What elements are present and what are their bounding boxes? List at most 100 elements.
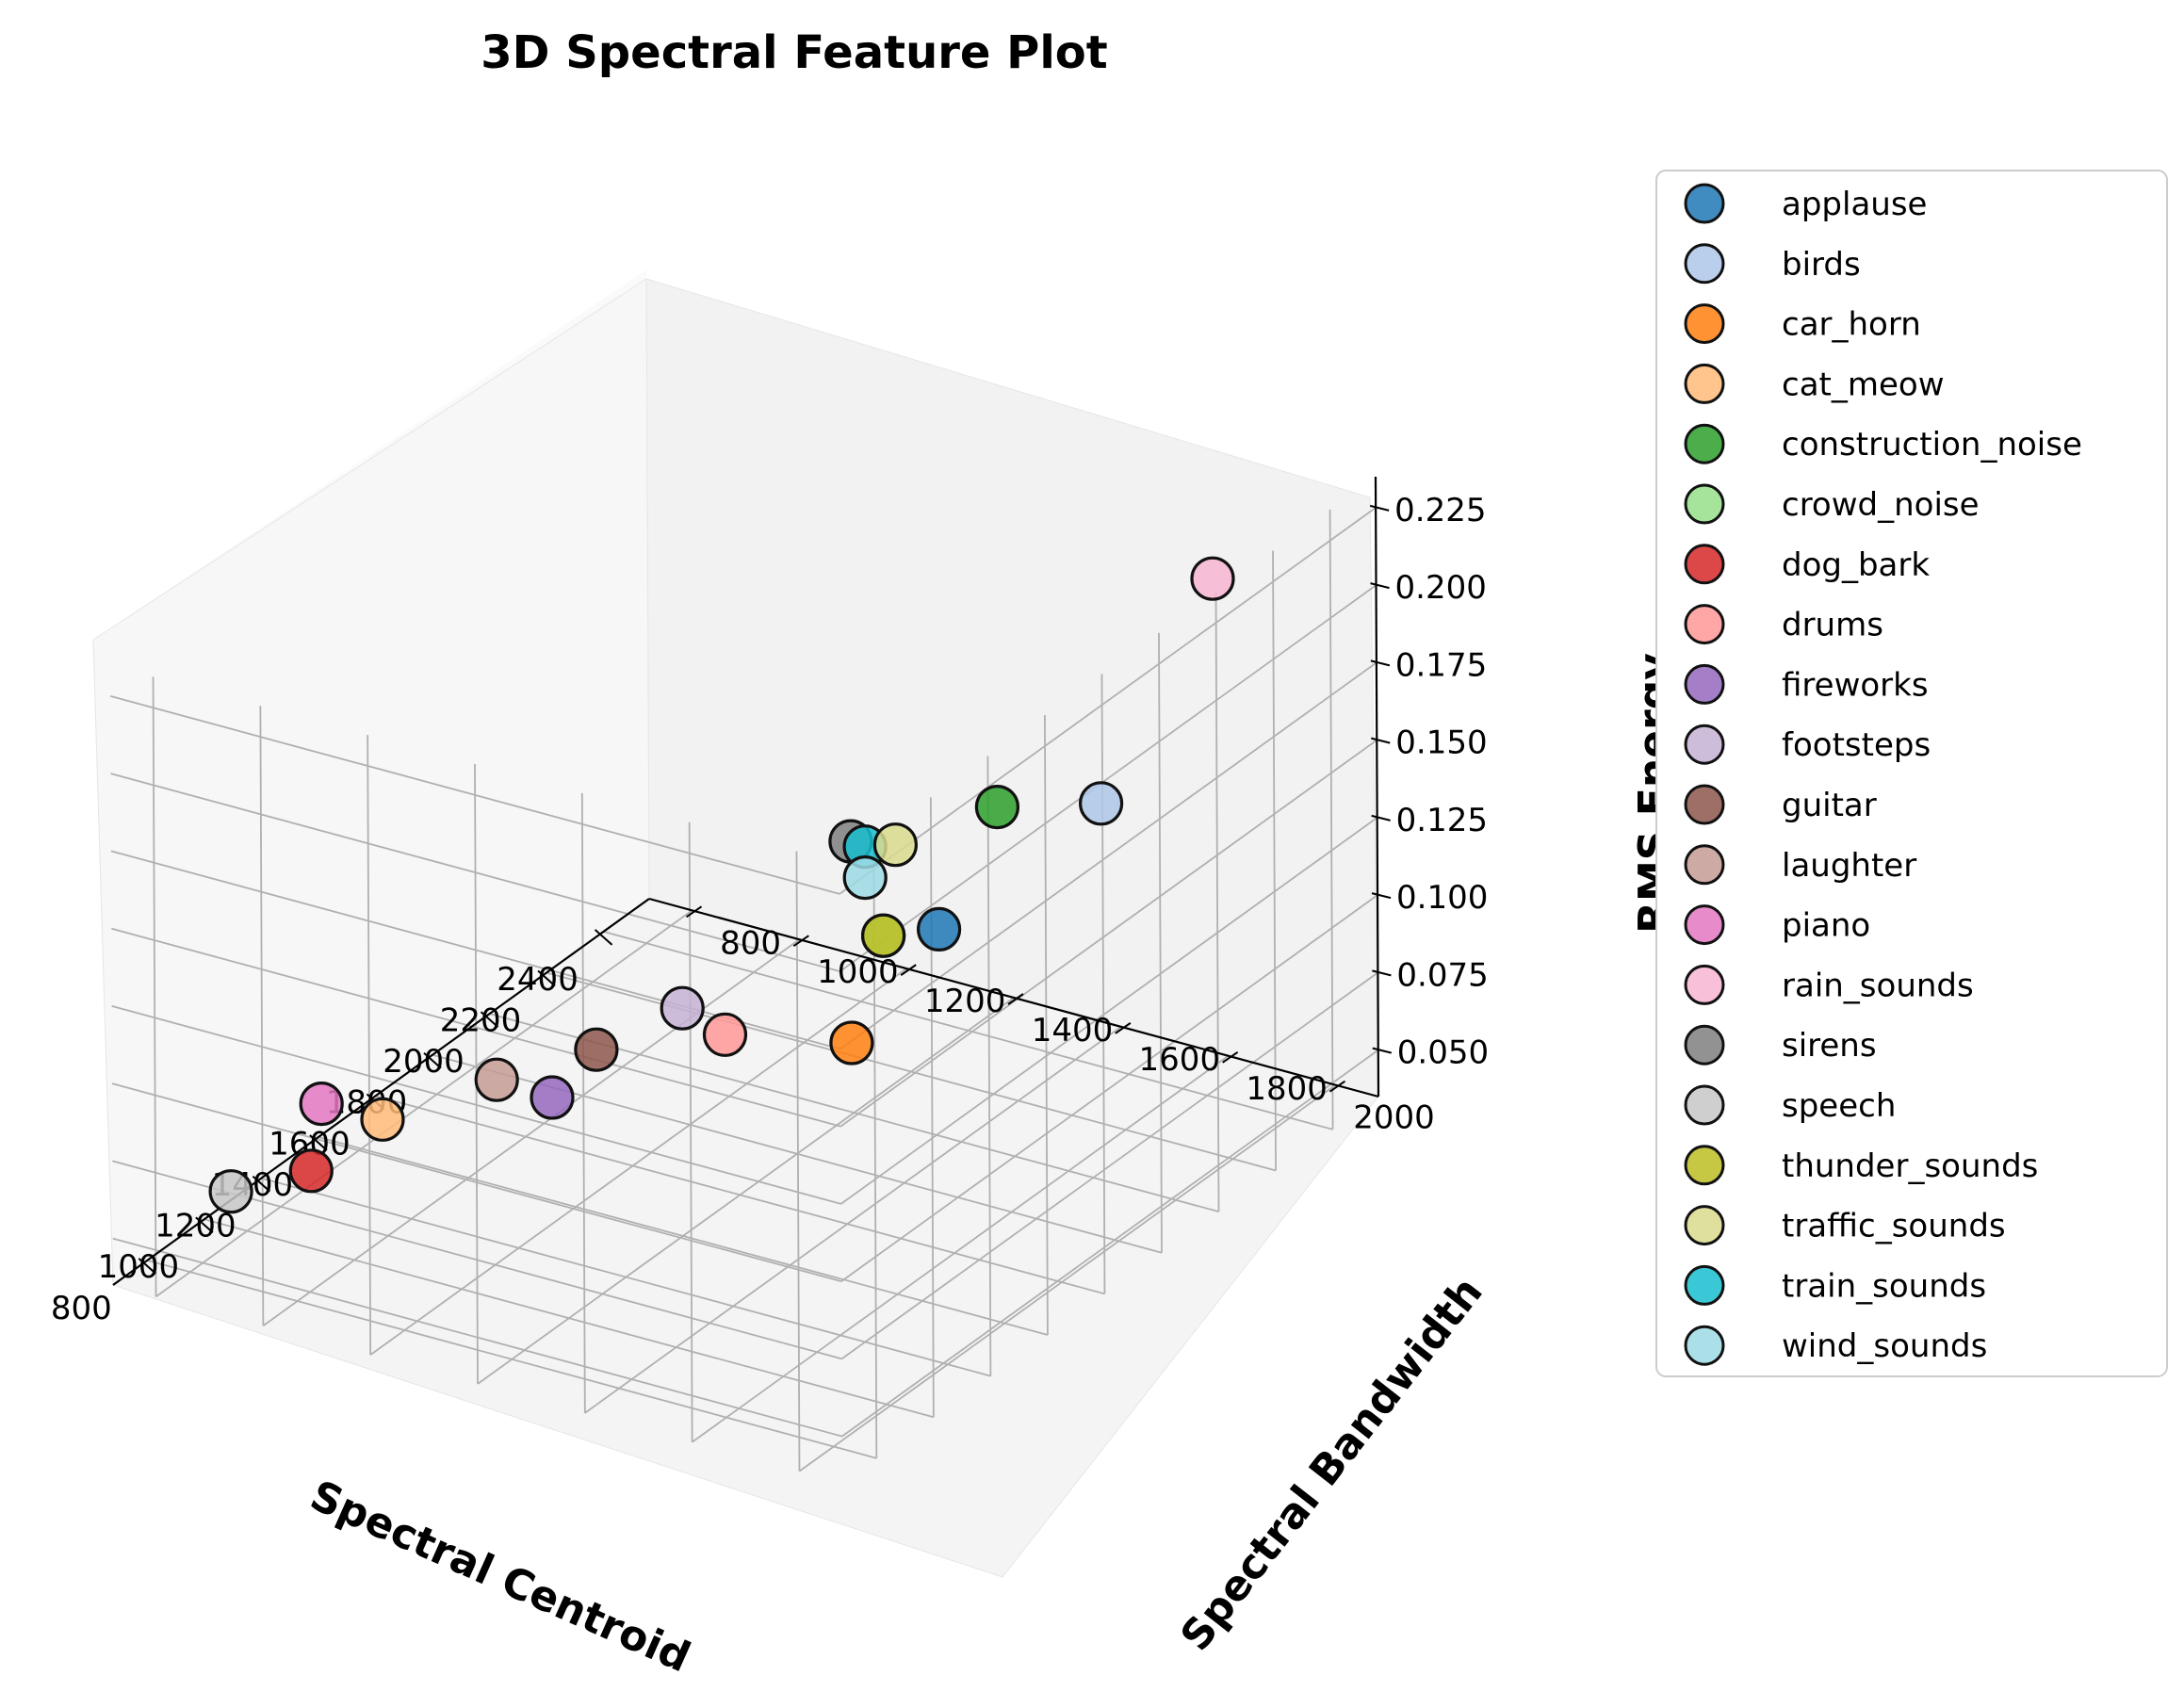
data-point-speech (208, 1169, 253, 1214)
x-tick-label: 2400 (497, 961, 579, 999)
y-gridline-floor (262, 938, 800, 1326)
legend-label-laughter: laughter (1782, 847, 1916, 885)
z-tick-label: 0.100 (1396, 879, 1488, 917)
legend-marker-cat_meow (1684, 363, 1725, 404)
x-tick-mark (252, 1175, 271, 1193)
legend-marker-train_sounds (1684, 1264, 1725, 1306)
data-point-dog_bark (288, 1148, 334, 1194)
z-tick-mark (1369, 504, 1390, 512)
y-gridline-floor (477, 997, 1015, 1385)
data-point-cat_meow (360, 1097, 405, 1142)
data-point-laughter (474, 1057, 519, 1102)
legend-label-thunder_sounds: thunder_sounds (1782, 1147, 2038, 1185)
legend-label-applause: applause (1782, 186, 1927, 223)
x-tick-mark (537, 969, 556, 987)
x-gridline-back (1044, 714, 1049, 1335)
y-tick-label: 800 (720, 924, 781, 962)
legend-label-speech: speech (1782, 1087, 1896, 1125)
legend-marker-sirens (1684, 1024, 1725, 1065)
z-gridline-side (109, 695, 840, 895)
z-tick-mark (1372, 969, 1392, 977)
x-gridline-back (1214, 592, 1220, 1212)
z-axis-line (1374, 476, 1380, 1098)
legend-label-train_sounds: train_sounds (1782, 1267, 1986, 1305)
z-tick-label: 0.050 (1397, 1034, 1489, 1072)
y-gridline-floor (155, 909, 693, 1298)
legend-marker-applause (1684, 183, 1725, 224)
legend-marker-birds (1684, 243, 1725, 285)
legend-marker-fireworks (1684, 663, 1725, 705)
y-gridline-side (367, 735, 372, 1356)
y-gridline-floor (692, 1055, 1230, 1443)
data-point-footsteps (660, 985, 705, 1031)
x-tick-mark (594, 929, 613, 946)
legend-marker-thunder_sounds (1684, 1145, 1725, 1186)
data-point-drums (702, 1012, 748, 1057)
z-tick-label: 0.150 (1395, 724, 1487, 762)
legend-marker-rain_sounds (1684, 964, 1725, 1005)
x-tick-mark (138, 1258, 156, 1275)
data-point-rain_sounds (1190, 556, 1235, 601)
z-tick-label: 0.225 (1394, 492, 1486, 529)
y-tick-mark (685, 905, 703, 919)
axis-lines (112, 476, 1380, 1286)
data-point-wind_sounds (842, 854, 888, 901)
x-axis-label: Spectral Centroid (303, 1472, 697, 1682)
data-point-applause (916, 906, 962, 952)
legend-marker-guitar (1684, 784, 1725, 825)
x-axis-line (112, 898, 650, 1286)
x-tick-mark (480, 1011, 499, 1028)
legend-marker-wind_sounds (1684, 1325, 1725, 1366)
x-tick-label: 1200 (155, 1208, 236, 1245)
z-gridline-side (112, 1237, 843, 1438)
z-tick-label: 0.075 (1396, 956, 1488, 994)
data-points (208, 556, 1235, 1214)
x-tick-label: 2200 (440, 1002, 522, 1040)
legend: applause birds car_horn cat_meow constructio… (1655, 170, 2168, 1377)
legend-marker-crowd_noise (1684, 483, 1725, 525)
data-point-piano (299, 1081, 344, 1127)
y-tick-label: 2000 (1353, 1099, 1435, 1137)
z-gridline-back (839, 739, 1377, 1128)
z-gridline-side (111, 1005, 841, 1205)
z-gridline-back (840, 971, 1378, 1360)
legend-label-cat_meow: cat_meow (1782, 366, 1945, 403)
legend-label-dog_bark: dog_bark (1782, 546, 1930, 584)
y-gridline-side (795, 851, 801, 1472)
x-gridline-back (986, 756, 992, 1376)
legend-label-birds: birds (1782, 246, 1861, 284)
x-gridline-back (1272, 550, 1277, 1171)
z-tick-mark (1371, 892, 1392, 900)
y-gridline-floor (798, 1083, 1336, 1472)
data-point-traffic_sounds (872, 822, 919, 868)
y-axis-label: Spectral Bandwidth (1171, 1268, 1491, 1660)
z-gridline-back (840, 894, 1378, 1282)
z-gridline-back (839, 661, 1377, 1050)
x-tick-label: 2000 (383, 1043, 465, 1081)
legend-marker-speech (1684, 1084, 1725, 1126)
legend-marker-laughter (1684, 844, 1725, 886)
y-tick-label: 1400 (1032, 1012, 1114, 1049)
x-gridline-back (1100, 674, 1106, 1294)
z-tick-mark (1370, 582, 1390, 590)
data-point-thunder_sounds (860, 913, 906, 958)
y-gridline-floor (369, 968, 907, 1356)
z-tick-label: 0.175 (1395, 646, 1487, 684)
x-gridline-back (1158, 632, 1163, 1253)
z-gridline-back (840, 817, 1378, 1205)
legend-label-wind_sounds: wind_sounds (1782, 1327, 1987, 1365)
legend-marker-traffic_sounds (1684, 1205, 1725, 1246)
legend-label-drums: drums (1782, 607, 1883, 644)
legend-label-footsteps: footsteps (1782, 726, 1931, 764)
legend-label-rain_sounds: rain_sounds (1782, 967, 1974, 1004)
y-tick-label: 1000 (817, 953, 899, 991)
legend-label-sirens: sirens (1782, 1027, 1877, 1065)
data-point-birds (1078, 781, 1124, 826)
y-axis-line (648, 897, 1379, 1098)
legend-label-traffic_sounds: traffic_sounds (1782, 1208, 2006, 1245)
x-tick-mark (309, 1134, 328, 1151)
z-gridline-side (111, 1082, 842, 1283)
legend-frame (1655, 170, 2168, 1377)
y-tick-mark (1222, 1050, 1239, 1064)
